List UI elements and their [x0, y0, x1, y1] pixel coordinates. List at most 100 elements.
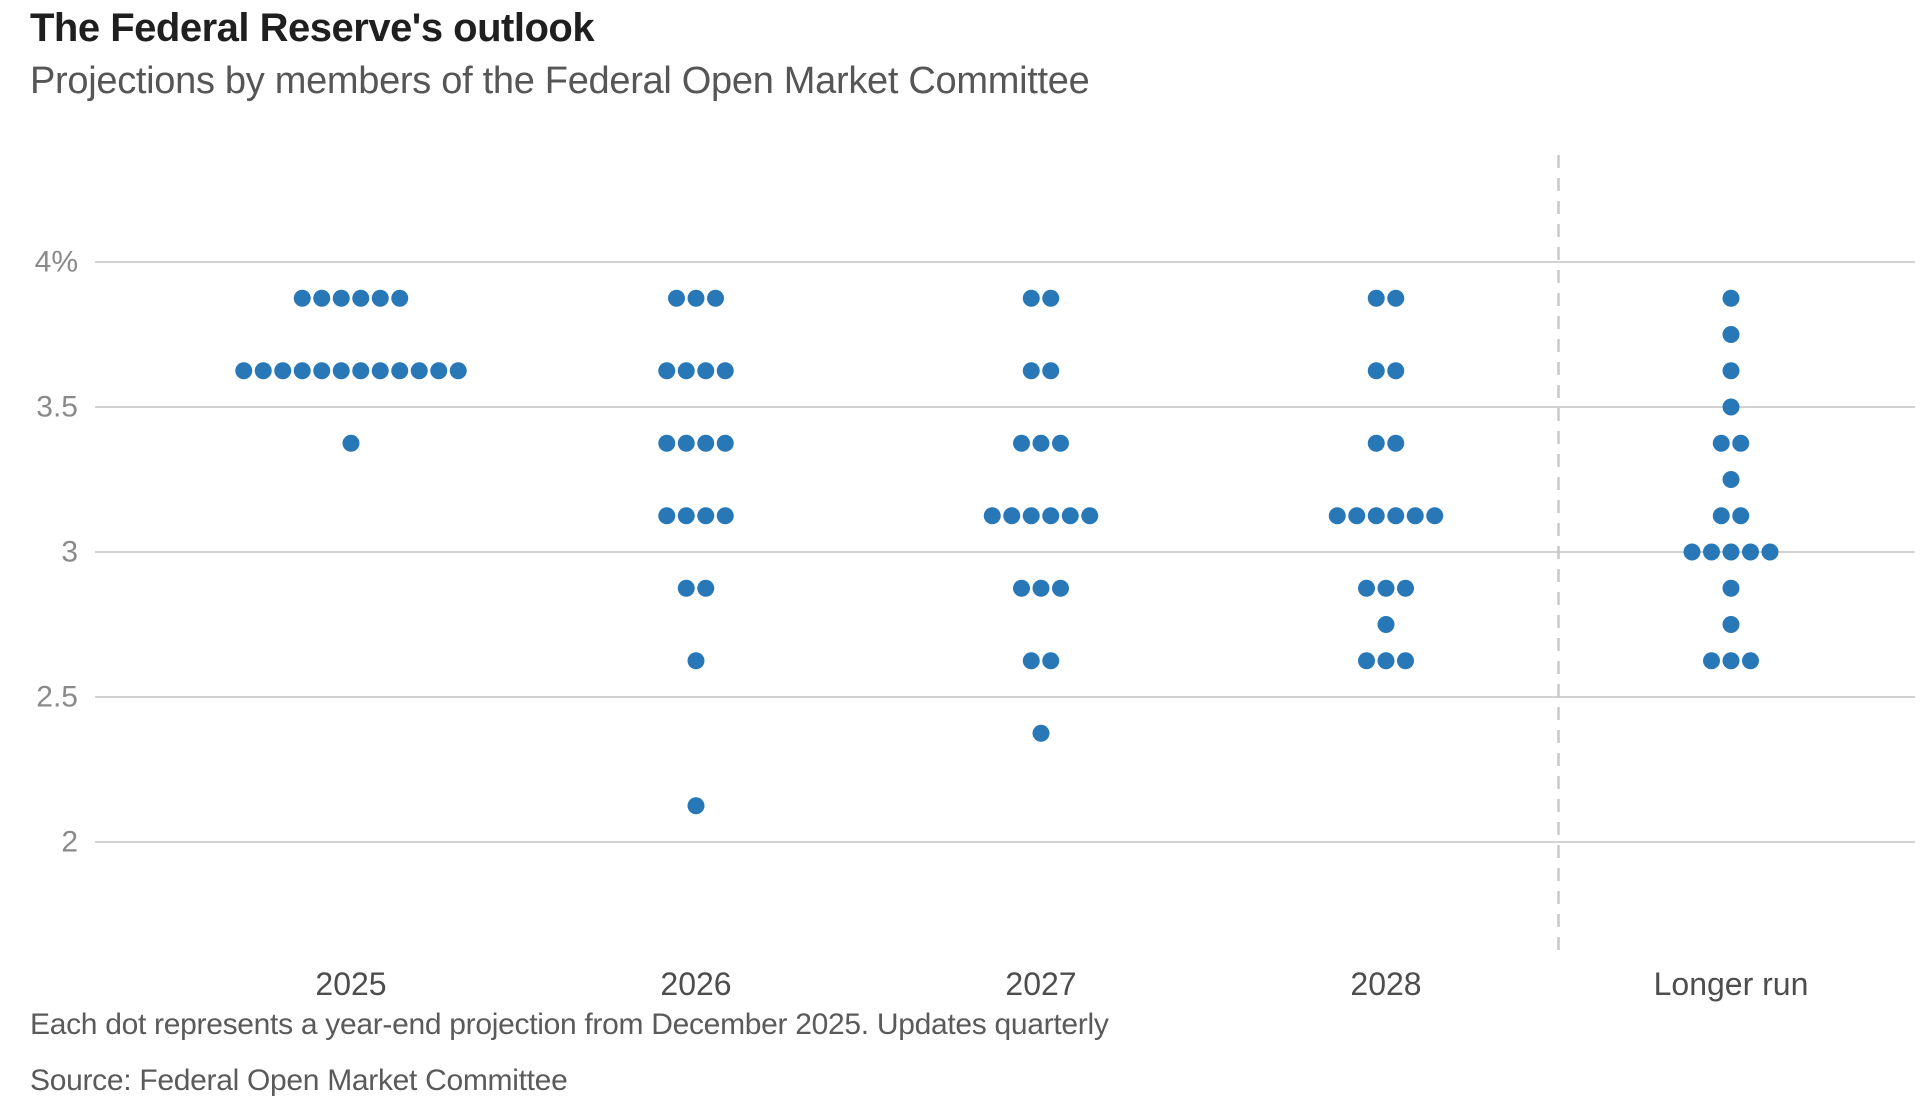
- projection-dot: [1052, 434, 1069, 452]
- x-axis-label: 2028: [1350, 966, 1421, 1002]
- projection-dot: [1013, 434, 1030, 452]
- projection-dot: [1013, 579, 1030, 597]
- projection-dot: [352, 362, 370, 380]
- projection-dot: [410, 362, 428, 380]
- projection-dot: [1387, 362, 1405, 380]
- x-axis-label: Longer run: [1654, 966, 1809, 1002]
- chart-title: The Federal Reserve's outlook: [30, 6, 595, 50]
- projection-dot: [274, 362, 292, 380]
- projection-dot: [687, 797, 705, 815]
- projection-dot: [697, 362, 715, 380]
- projection-dot: [1703, 543, 1720, 561]
- projection-dot: [1387, 507, 1405, 525]
- projection-dot: [1367, 507, 1385, 525]
- projection-dot: [1348, 507, 1366, 525]
- projection-dot: [1042, 652, 1060, 670]
- projection-dot: [1722, 289, 1740, 307]
- projection-dot: [983, 507, 1001, 525]
- projection-dot: [1022, 362, 1040, 380]
- x-axis-label: 2027: [1005, 966, 1076, 1002]
- projection-dot: [1722, 652, 1740, 670]
- projection-dot: [430, 362, 448, 380]
- projection-dot: [1732, 507, 1750, 525]
- projection-dot: [1328, 507, 1346, 525]
- projection-dot: [1367, 362, 1385, 380]
- projection-dot: [1042, 362, 1060, 380]
- projection-dot: [1022, 289, 1040, 307]
- projection-dot: [1387, 289, 1405, 307]
- projection-dot: [332, 289, 350, 307]
- projection-dot: [1042, 507, 1060, 525]
- projection-dot: [1722, 362, 1740, 380]
- projection-dot: [313, 362, 331, 380]
- y-axis-label: 3: [61, 536, 78, 569]
- projection-dot: [1003, 507, 1021, 525]
- projection-dot: [1722, 616, 1740, 633]
- projection-dot: [1377, 652, 1395, 670]
- projection-dot: [1022, 507, 1040, 525]
- y-axis-label: 3.5: [36, 391, 78, 424]
- projection-dot: [1032, 724, 1050, 742]
- projection-dot: [1358, 579, 1375, 597]
- projection-dot: [1722, 543, 1740, 561]
- y-axis-label: 4%: [35, 246, 78, 279]
- projection-dot: [1712, 434, 1730, 452]
- projection-dot: [677, 579, 695, 597]
- x-axis-label: 2025: [315, 966, 386, 1002]
- projection-dot: [1081, 507, 1099, 525]
- projection-dot: [1032, 434, 1050, 452]
- projection-dot: [332, 362, 350, 380]
- projection-dot: [352, 289, 370, 307]
- projection-dot: [707, 289, 724, 307]
- chart-subtitle: Projections by members of the Federal Op…: [30, 60, 1090, 102]
- x-axis-label: 2026: [660, 966, 731, 1002]
- y-axis-label: 2.5: [36, 681, 78, 714]
- chart-footnote: Each dot represents a year-end projectio…: [30, 1008, 1109, 1041]
- projection-dot: [1022, 652, 1040, 670]
- projection-dot: [1732, 434, 1750, 452]
- projection-dot: [1032, 579, 1050, 597]
- projection-dot: [1358, 652, 1375, 670]
- projection-dot: [1377, 579, 1395, 597]
- projection-dot: [658, 362, 676, 380]
- projection-dot: [1712, 507, 1730, 525]
- projection-dot: [677, 434, 695, 452]
- projection-dot: [371, 289, 389, 307]
- projection-dot: [1722, 398, 1740, 416]
- projection-dot: [313, 289, 331, 307]
- projection-dot: [716, 507, 734, 525]
- projection-dot: [1367, 289, 1385, 307]
- projection-dot: [254, 362, 272, 380]
- projection-dot: [697, 579, 715, 597]
- projection-dot: [658, 507, 676, 525]
- projection-dot: [1061, 507, 1079, 525]
- projection-dot: [1042, 289, 1060, 307]
- projection-dot: [1722, 471, 1740, 488]
- projection-dot: [1742, 652, 1759, 670]
- projection-dot: [1722, 579, 1740, 597]
- projection-dot: [293, 362, 311, 380]
- projection-dot: [687, 289, 705, 307]
- projection-dot: [1722, 326, 1740, 343]
- projection-dot: [1387, 434, 1405, 452]
- projection-dot: [1052, 579, 1069, 597]
- projection-dot: [371, 362, 389, 380]
- projection-dot: [677, 507, 695, 525]
- projection-dot: [1742, 543, 1759, 561]
- projection-dot: [658, 434, 676, 452]
- projection-dot: [1377, 616, 1395, 633]
- projection-dot: [391, 289, 409, 307]
- projection-dot: [716, 362, 734, 380]
- chart-source: Source: Federal Open Market Committee: [30, 1064, 568, 1097]
- projection-dot: [697, 434, 715, 452]
- projection-dot: [677, 362, 695, 380]
- projection-dot: [1761, 543, 1779, 561]
- projection-dot: [391, 362, 409, 380]
- projection-dot: [1406, 507, 1424, 525]
- projection-dot: [1397, 579, 1414, 597]
- projection-dot: [697, 507, 715, 525]
- projection-dot: [235, 362, 253, 380]
- projection-dot: [1703, 652, 1720, 670]
